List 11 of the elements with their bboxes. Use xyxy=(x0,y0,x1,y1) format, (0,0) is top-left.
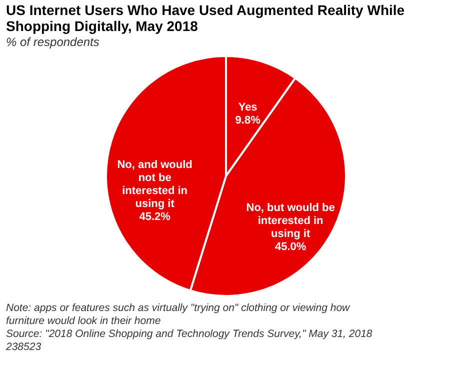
data-label: 45.0% xyxy=(274,240,306,253)
slice-label: Yes xyxy=(238,101,258,114)
text: Note: apps or features such as virtually "trying on" clothing or viewing how furniture would look in their home xyxy=(6,302,352,327)
slice-label: No, but would be interested in using it xyxy=(246,202,335,240)
text: 238523 xyxy=(5,341,42,353)
data-label: 45.2% xyxy=(139,211,171,224)
slice-label: No, and would not be interested in using it xyxy=(117,159,192,210)
chart-title: US Internet Users Who Have Used Augmented Reality While Shopping Digitally, May 2018 xyxy=(6,2,405,34)
chart-subtitle: % of respondents xyxy=(6,35,100,49)
source-note: Source: "2018 Online Shopping and Technology Trends Survey," May 31, 2018 xyxy=(6,328,372,340)
data-label: 9.8% xyxy=(235,114,261,126)
